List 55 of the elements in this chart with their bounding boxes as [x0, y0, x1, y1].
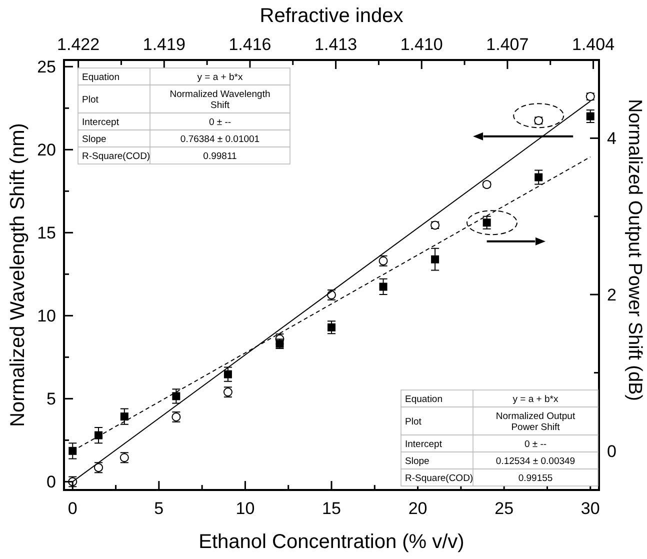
y-tick-label: 15 — [37, 224, 56, 243]
annotation: 0.12534 ± 0.00349 — [496, 456, 576, 467]
x2-tick-label: 1.416 — [228, 35, 272, 54]
y-tick-label: 25 — [37, 58, 56, 77]
point — [379, 282, 388, 291]
point — [224, 370, 232, 378]
annotation: y = a + b*x — [512, 394, 558, 405]
y-tick-label: 5 — [46, 390, 56, 409]
annotation: Plot — [405, 416, 422, 428]
annotation: Plot — [82, 94, 99, 106]
annotation: R-Square(COD) — [405, 473, 474, 484]
x-tick-label: 30 — [580, 499, 600, 518]
y-tick-label: 20 — [37, 140, 56, 160]
x2-tick-label: 1.404 — [572, 35, 615, 54]
x2-tick-label: 1.419 — [142, 35, 186, 54]
x2-tick-label: 1.407 — [486, 35, 529, 54]
annotation: 0.99811 — [203, 151, 237, 162]
point — [534, 173, 543, 182]
point — [68, 446, 77, 455]
y-tick-label: 0 — [46, 472, 56, 492]
x-tick-label: 5 — [154, 499, 164, 518]
y2-axis-title: Normalized Output Power Shift (dB) — [624, 98, 645, 402]
y2-tick-label: 0 — [607, 442, 616, 461]
annotation: Equation — [405, 394, 443, 405]
y-tick-label: 10 — [37, 306, 56, 326]
annotation: 0.99155 — [518, 473, 553, 484]
x-tick-label: 15 — [322, 499, 341, 518]
annotation: Slope — [405, 456, 430, 467]
x-tick-label: 25 — [494, 499, 514, 518]
annotation: 0 ± -- — [524, 439, 547, 450]
y2-tick-label: 2 — [607, 286, 616, 305]
annotation: R-Square(COD) — [82, 151, 150, 162]
point — [94, 431, 103, 440]
point — [172, 392, 180, 400]
x2-axis-title: Refractive index — [260, 5, 404, 27]
x-tick-label: 0 — [68, 499, 78, 518]
annotation: y = a + b*x — [197, 72, 243, 83]
annotation: Equation — [82, 72, 120, 83]
y-axis-title: Normalized Wavelength Shift (nm) — [7, 123, 29, 427]
annotation: Normalized Output Power Shift — [496, 411, 576, 433]
annotation: 0 ± -- — [208, 117, 232, 128]
annotation: Intercept — [405, 439, 442, 450]
point — [431, 255, 440, 264]
x2-tick-label: 1.413 — [314, 35, 358, 54]
annotation: Normalized Wavelength Shift — [170, 89, 270, 111]
annotation: Slope — [82, 134, 106, 145]
annotation: Intercept — [82, 117, 120, 128]
x2-tick-label: 1.422 — [57, 35, 100, 54]
x2-tick-label: 1.410 — [400, 35, 443, 54]
x-tick-label: 10 — [236, 499, 255, 518]
x-axis-title: Ethanol Concentration (% v/v) — [198, 531, 464, 553]
y2-tick-label: 4 — [607, 129, 616, 148]
point — [120, 412, 128, 421]
x-tick-label: 20 — [408, 499, 428, 518]
annotation: 0.76384 ± 0.01001 — [180, 134, 260, 145]
